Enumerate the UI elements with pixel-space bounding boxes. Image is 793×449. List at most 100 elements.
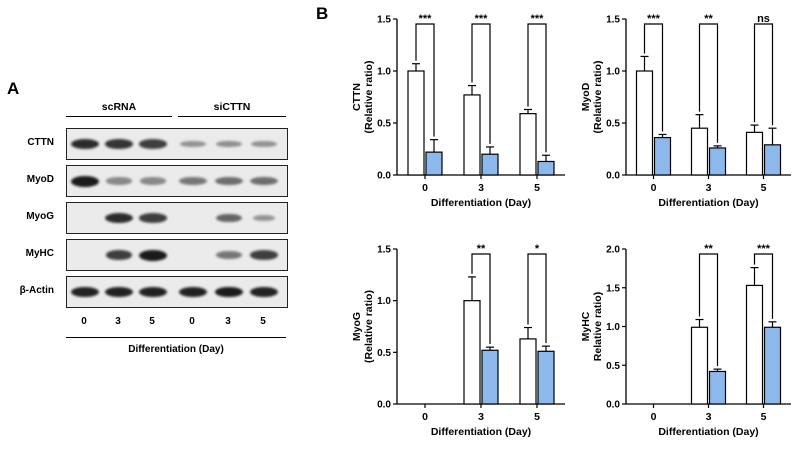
bar xyxy=(407,70,425,176)
blot-band xyxy=(252,214,276,222)
blot-band xyxy=(250,286,278,298)
bar xyxy=(519,113,537,176)
y-tick-label: 0.0 xyxy=(377,171,391,182)
y-tick-label: 1.0 xyxy=(377,67,391,78)
blot-band xyxy=(139,249,167,261)
y-tick-label: 0.5 xyxy=(606,361,620,372)
y-tick-label: 0.5 xyxy=(377,348,391,359)
x-tick-label: 0 xyxy=(651,411,657,423)
blot-strip xyxy=(66,202,288,234)
x-tick-label: 3 xyxy=(478,182,484,194)
x-tick-label: 3 xyxy=(706,182,712,194)
blot-band xyxy=(71,286,99,298)
bar xyxy=(763,144,782,176)
blot-band xyxy=(140,177,166,185)
x-tick-label: 5 xyxy=(761,182,767,194)
y-tick-label: 1.0 xyxy=(606,67,620,78)
blot-row-label: MyHC xyxy=(25,248,54,259)
blot-band xyxy=(216,251,242,259)
blot-band xyxy=(139,213,167,223)
blot-band xyxy=(105,139,133,149)
blot-band xyxy=(105,286,133,298)
y-tick-label: 0.0 xyxy=(606,171,620,182)
blot-band xyxy=(139,286,167,298)
y-tick-label: 0.0 xyxy=(377,400,391,411)
blot-band xyxy=(179,286,207,298)
y-tick-label: 0.5 xyxy=(377,119,391,130)
blot-band xyxy=(71,138,99,150)
blot-band xyxy=(105,212,133,224)
blot-strip xyxy=(66,165,288,197)
bar xyxy=(635,70,654,176)
blot-band xyxy=(215,286,243,298)
group-underline-scrna xyxy=(66,116,172,118)
blot-strip xyxy=(66,128,288,160)
y-tick-label: 1.5 xyxy=(606,15,620,26)
significance-bracket xyxy=(643,23,664,132)
y-tick-label: 1.5 xyxy=(606,283,620,294)
lane-label: 0 xyxy=(189,316,195,327)
significance-bracket xyxy=(698,23,719,143)
y-axis-label: (Relative ratio) xyxy=(363,290,375,363)
significance-label: *** xyxy=(475,13,489,25)
y-tick-label: 1.5 xyxy=(377,15,391,26)
bar xyxy=(519,338,537,405)
blot-band xyxy=(106,177,132,185)
bar xyxy=(690,326,709,405)
x-tick-label: 5 xyxy=(534,411,540,423)
significance-label: *** xyxy=(647,13,661,25)
x-tick-label: 5 xyxy=(534,182,540,194)
blot-row-label: MyoG xyxy=(26,211,54,222)
panel-a-letter: A xyxy=(7,79,20,98)
bar xyxy=(537,160,555,176)
bar xyxy=(745,131,764,176)
lane-label: 0 xyxy=(81,316,87,327)
x-tick-label: 3 xyxy=(706,411,712,423)
y-axis-label: MyoD xyxy=(580,82,592,111)
bar xyxy=(708,370,727,405)
y-tick-label: 1.0 xyxy=(377,296,391,307)
bar xyxy=(763,326,782,405)
bar xyxy=(463,94,481,176)
blot-band xyxy=(215,177,243,185)
lane-underline xyxy=(66,337,286,339)
y-tick-label: 0.5 xyxy=(606,119,620,130)
bar xyxy=(463,300,481,405)
x-axis-label: Differentiation (Day) xyxy=(658,197,758,209)
significance-bracket xyxy=(753,253,774,319)
y-axis-label: (Relative ratio) xyxy=(363,61,375,134)
blot-strip xyxy=(66,239,288,271)
x-tick-label: 3 xyxy=(478,411,484,423)
significance-label: ** xyxy=(477,243,486,255)
lane-label: 5 xyxy=(149,316,155,327)
y-axis-label: MyoG xyxy=(351,312,363,341)
panel-b-letter: B xyxy=(316,4,329,23)
y-tick-label: 1.5 xyxy=(377,245,391,256)
blot-band xyxy=(216,213,242,223)
significance-bracket xyxy=(471,23,491,144)
blot-row-label: MyoD xyxy=(26,174,54,185)
lane-label: 3 xyxy=(225,316,231,327)
x-tick-label: 0 xyxy=(422,182,428,194)
bar xyxy=(481,153,499,176)
significance-label: ns xyxy=(757,13,770,25)
blot-row-label: β-Actin xyxy=(19,285,54,296)
blot-band xyxy=(251,140,277,148)
group-label-sicttn: siCTTN xyxy=(213,101,251,113)
significance-label: *** xyxy=(757,243,771,255)
x-axis-label: Differentiation (Day) xyxy=(658,426,758,438)
significance-bracket xyxy=(471,253,491,345)
x-tick-label: 0 xyxy=(422,411,428,423)
y-axis-label: Relative ratio) xyxy=(592,292,604,361)
bar xyxy=(425,151,443,176)
blot-xlabel: Differentiation (Day) xyxy=(128,344,224,355)
group-label-scrna: scRNA xyxy=(101,101,137,113)
significance-label: * xyxy=(535,243,540,255)
blot-band xyxy=(250,250,278,260)
y-tick-label: 2.0 xyxy=(606,245,620,256)
blot-band xyxy=(106,250,132,260)
x-axis-label: Differentiation (Day) xyxy=(431,426,531,438)
significance-label: *** xyxy=(419,13,433,25)
blot-band xyxy=(179,177,207,185)
bar xyxy=(537,350,555,405)
